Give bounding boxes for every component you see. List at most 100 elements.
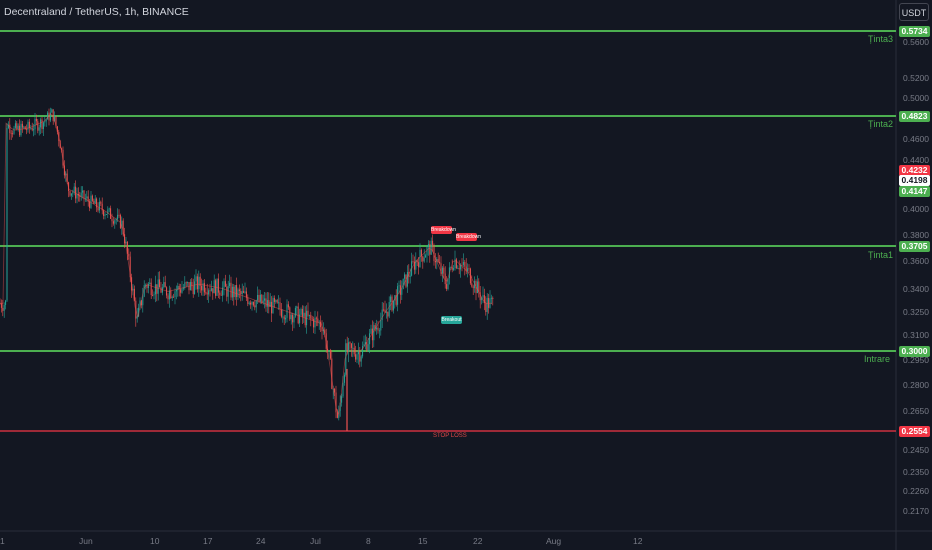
candle-body: [173, 296, 175, 298]
candle-body: [381, 309, 383, 320]
candle-body: [464, 261, 466, 267]
candle-body: [163, 282, 165, 288]
candle-body: [472, 286, 474, 289]
candle-body: [5, 300, 7, 305]
candle-body: [219, 292, 221, 295]
price-label: 0.4147: [899, 185, 930, 197]
candle-body: [41, 119, 43, 130]
candle-body: [377, 327, 379, 331]
candle-body: [54, 116, 56, 122]
candle-body: [412, 261, 414, 263]
candle-body: [233, 286, 235, 298]
candle-body: [154, 284, 156, 295]
candle-body: [212, 288, 214, 294]
candle-body: [23, 126, 25, 128]
candle-body: [483, 295, 485, 304]
candle-body: [30, 127, 32, 129]
candle-body: [468, 268, 470, 270]
candle-body: [10, 133, 12, 134]
candle-body: [387, 311, 389, 317]
candle-body: [118, 214, 120, 216]
candle-body: [150, 282, 152, 295]
candle-body: [335, 392, 337, 413]
candle-body: [467, 268, 469, 272]
candle-body: [19, 125, 21, 136]
candle-body: [328, 350, 330, 352]
candle-body: [2, 307, 4, 311]
candle-body: [398, 285, 400, 287]
candle-body: [65, 173, 67, 176]
candle-body: [40, 119, 42, 128]
candle-body: [138, 307, 140, 317]
candle-body: [250, 302, 252, 305]
candle-body: [285, 317, 287, 320]
candle-body: [202, 283, 204, 291]
candle-body: [100, 201, 102, 204]
candle-body: [126, 241, 128, 254]
candle-body: [360, 356, 362, 362]
candle-body: [367, 344, 369, 351]
candle-body: [397, 286, 399, 305]
candle-body: [168, 290, 170, 300]
candle-body: [185, 282, 187, 284]
candle-body: [478, 281, 480, 293]
candle-body: [324, 329, 326, 334]
candle-body: [192, 285, 194, 294]
candle-body: [6, 127, 8, 301]
candle-body: [26, 129, 28, 131]
candle-body: [0, 303, 2, 308]
candle-body: [401, 288, 403, 295]
price-tick: 0.3600: [903, 256, 929, 266]
candle-body: [117, 214, 119, 220]
currency-button[interactable]: USDT: [899, 3, 929, 21]
candle-body: [35, 118, 37, 122]
candle-body: [51, 109, 53, 113]
candle-body: [194, 281, 196, 294]
candle-body: [171, 296, 173, 299]
candle-body: [359, 350, 361, 362]
candle-body: [334, 388, 336, 393]
candle-body: [98, 201, 100, 211]
candle-body: [352, 347, 354, 349]
candle-body: [34, 118, 36, 130]
candle-body: [299, 314, 301, 324]
price-tick: 0.2350: [903, 467, 929, 477]
candle-body: [394, 295, 396, 301]
candle-body: [28, 121, 30, 128]
candle-body: [384, 309, 386, 313]
candle-body: [104, 214, 106, 216]
candle-body: [362, 346, 364, 357]
candle-body: [174, 291, 176, 297]
candle-body: [91, 195, 93, 201]
stop-loss-label: STOP LOSS: [433, 433, 467, 439]
candle-body: [268, 300, 270, 307]
candle-body: [254, 305, 256, 308]
candle-body: [209, 290, 211, 292]
candle-body: [441, 267, 443, 274]
time-tick: 12: [633, 536, 643, 546]
candle-body: [245, 291, 247, 298]
price-label: 0.4232: [899, 164, 930, 176]
price-label: 0.4198: [899, 174, 930, 186]
candle-body: [388, 302, 390, 317]
candle-body: [257, 294, 259, 301]
candle-body: [139, 300, 141, 308]
candle-body: [76, 194, 78, 199]
candle-body: [230, 282, 232, 298]
candle-body: [380, 319, 382, 331]
candle-body: [220, 294, 222, 296]
price-tick: 0.2800: [903, 380, 929, 390]
candle-body: [17, 125, 19, 130]
candle-body: [369, 333, 371, 345]
candle-body: [455, 259, 457, 269]
candle-body: [355, 354, 357, 360]
candle-body: [371, 328, 373, 341]
candle-body: [482, 295, 484, 298]
candle-body: [315, 317, 317, 319]
candle-body: [258, 294, 260, 302]
candle-body: [27, 121, 29, 130]
candle-body: [94, 198, 96, 204]
time-tick: 22: [473, 536, 483, 546]
candle-body: [244, 291, 246, 293]
